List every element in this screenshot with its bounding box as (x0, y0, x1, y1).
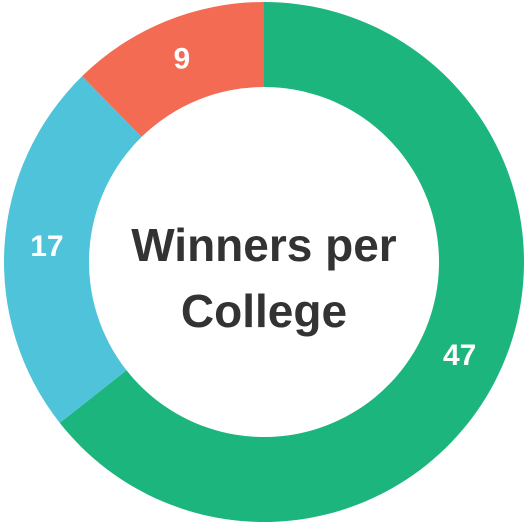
data-label: 17 (30, 230, 63, 263)
donut-slice (59, 2, 524, 522)
donut-slice (3, 76, 142, 423)
donut-slice (82, 2, 264, 137)
data-label: 47 (443, 339, 476, 372)
chart-title: Winners per College (131, 219, 397, 337)
data-label: 9 (174, 43, 191, 76)
